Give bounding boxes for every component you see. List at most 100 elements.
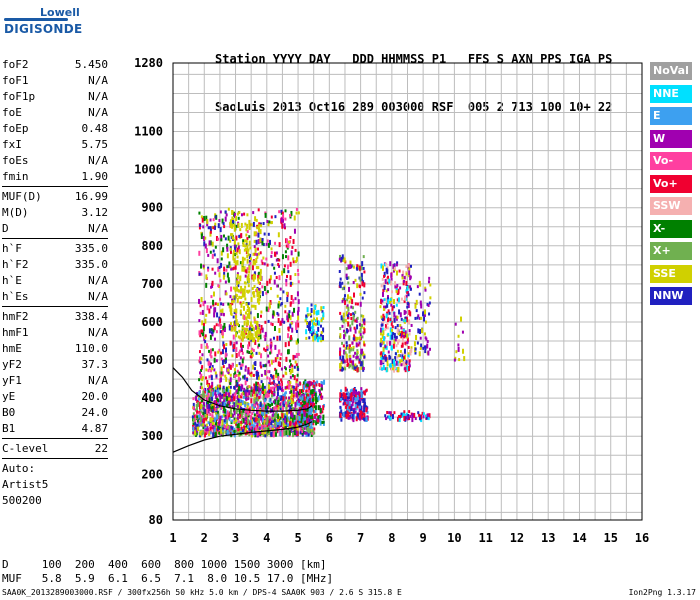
echo-point — [246, 258, 249, 264]
echo-point — [200, 403, 203, 409]
echo-point — [380, 327, 383, 333]
echo-point — [202, 235, 205, 239]
echo-point — [278, 210, 281, 214]
echo-point — [361, 296, 364, 300]
echo-point — [322, 306, 325, 310]
echo-point — [344, 411, 347, 417]
echo-point — [282, 214, 285, 220]
echo-point — [290, 418, 293, 422]
echo-point — [250, 336, 253, 340]
echo-point — [284, 418, 287, 424]
echo-point — [269, 344, 272, 350]
echo-point — [247, 410, 250, 416]
echo-point — [252, 364, 255, 370]
echo-point — [355, 389, 358, 393]
echo-point — [423, 316, 426, 322]
echo-point — [226, 243, 229, 249]
echo-point — [352, 389, 355, 395]
echo-point — [237, 216, 240, 220]
echo-point — [272, 432, 275, 438]
param-separator — [2, 186, 108, 187]
echo-point — [245, 416, 248, 420]
echo-point — [315, 420, 318, 426]
echo-point — [408, 270, 411, 276]
echo-point — [227, 368, 230, 372]
echo-point — [257, 232, 260, 238]
echo-point — [201, 432, 204, 436]
echo-point — [289, 323, 292, 329]
echo-point — [276, 284, 279, 288]
echo-point — [396, 327, 399, 333]
echo-point — [219, 210, 222, 214]
echo-point — [209, 417, 212, 423]
param-label: h`F — [2, 242, 22, 255]
echo-point — [257, 291, 260, 297]
echo-point — [389, 417, 392, 421]
echo-point — [272, 336, 275, 340]
echo-point — [289, 275, 292, 281]
echo-point — [381, 299, 384, 303]
echo-point — [224, 408, 227, 414]
echo-point — [287, 326, 290, 332]
echo-point — [257, 371, 260, 377]
echo-point — [256, 298, 259, 304]
auto-line: 500200 — [2, 494, 42, 507]
echo-point — [229, 322, 232, 326]
echo-point — [296, 400, 299, 406]
echo-point — [308, 382, 311, 386]
echo-point — [231, 233, 234, 237]
echo-point — [248, 391, 251, 395]
echo-point — [225, 376, 228, 382]
echo-point — [261, 385, 264, 391]
echo-point — [229, 219, 232, 225]
echo-point — [342, 355, 345, 361]
echo-point — [405, 294, 408, 298]
echo-point — [277, 361, 280, 367]
echo-point — [213, 357, 216, 363]
echo-point — [239, 356, 242, 360]
echo-point — [221, 430, 224, 434]
echo-point — [419, 329, 422, 335]
echo-point — [424, 286, 427, 290]
echo-point — [274, 431, 277, 437]
echo-point — [353, 414, 356, 420]
echo-point — [263, 262, 266, 266]
echo-point — [241, 326, 244, 330]
echo-point — [275, 406, 278, 410]
echo-point — [307, 428, 310, 434]
echo-point — [352, 408, 355, 412]
echo-point — [390, 280, 393, 286]
echo-point — [234, 371, 237, 375]
echo-point — [458, 358, 461, 362]
echo-point — [204, 318, 207, 324]
echo-point — [348, 286, 351, 292]
echo-point — [310, 425, 313, 429]
echo-point — [341, 287, 344, 291]
echo-point — [234, 385, 237, 389]
echo-point — [381, 291, 384, 297]
echo-point — [247, 414, 250, 418]
param-label: hmF2 — [2, 310, 29, 323]
legend-item: Vo+ — [650, 174, 692, 193]
echo-point — [380, 263, 383, 269]
echo-point — [343, 297, 346, 301]
echo-point — [418, 292, 421, 296]
echo-point — [399, 286, 402, 290]
echo-point — [424, 347, 427, 351]
echo-point — [203, 241, 206, 247]
echo-point — [262, 406, 265, 412]
echo-point — [213, 253, 216, 257]
echo-point — [394, 326, 397, 330]
echo-point — [312, 322, 315, 328]
echo-point — [263, 334, 266, 338]
echo-point — [218, 384, 221, 388]
echo-point — [206, 305, 209, 311]
echo-point — [234, 262, 237, 266]
echo-point — [290, 295, 293, 301]
echo-point — [220, 401, 223, 405]
echo-point — [303, 384, 306, 390]
echo-point — [244, 274, 247, 278]
echo-point — [287, 399, 290, 405]
echo-point — [338, 270, 341, 274]
echo-point — [199, 361, 202, 365]
